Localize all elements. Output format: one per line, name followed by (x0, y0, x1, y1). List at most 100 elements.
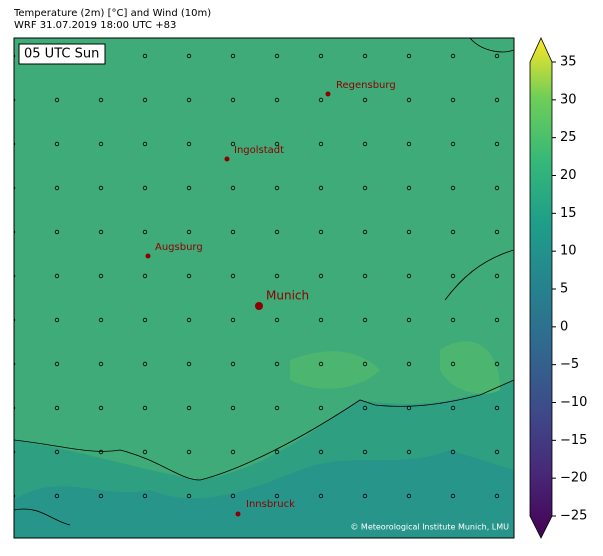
wind-station (54, 317, 60, 323)
city-label: Regensburg (336, 80, 396, 91)
warm-area (440, 341, 500, 394)
wind-station (230, 405, 236, 411)
wind-station (142, 361, 148, 367)
wind-station (14, 54, 16, 58)
tick-label: −5 (560, 357, 579, 372)
wind-station (98, 141, 104, 147)
wind-station (54, 141, 60, 147)
wind-station (494, 449, 500, 455)
wind-station (494, 53, 500, 59)
wind-station (186, 361, 192, 367)
wind-station (450, 317, 456, 323)
wind-station (14, 98, 16, 102)
wind-station (98, 317, 104, 323)
city-label: Ingolstadt (234, 145, 284, 156)
wind-station (142, 493, 148, 499)
wind-station (98, 493, 104, 499)
wind-station (318, 317, 324, 323)
wind-station (230, 97, 236, 103)
wind-station (54, 493, 60, 499)
wind-station (318, 493, 324, 499)
wind-station (142, 449, 148, 455)
wind-station (14, 274, 16, 278)
wind-station (450, 97, 456, 103)
tick-label: 20 (560, 168, 577, 183)
wind-station (362, 97, 368, 103)
wind-station (406, 229, 412, 235)
wind-station (186, 229, 192, 235)
wind-station (54, 405, 60, 411)
border (14, 508, 71, 526)
wind-station (274, 97, 280, 103)
wind-station (54, 185, 60, 191)
wind-station (450, 185, 456, 191)
wind-station (186, 317, 192, 323)
wind-station (98, 449, 104, 455)
wind-station (14, 142, 16, 146)
tick-label: −10 (560, 395, 587, 410)
wind-station (230, 361, 236, 367)
wind-station (318, 97, 324, 103)
wind-station (14, 362, 16, 366)
wind-station (450, 273, 456, 279)
tick-label: −15 (560, 433, 587, 448)
tick-label: −25 (560, 509, 587, 524)
wind-station (54, 449, 60, 455)
wind-station (406, 97, 412, 103)
wind-station (274, 361, 280, 367)
wind-station (98, 97, 104, 103)
wind-station (318, 405, 324, 411)
wind-station (54, 229, 60, 235)
copyright: © Meteorological Institute Munich, LMU (350, 523, 509, 532)
title: Temperature (2m) [°C] and Wind (10m) (13, 8, 211, 19)
wind-station (54, 97, 60, 103)
wind-station (362, 317, 368, 323)
wind-station (142, 317, 148, 323)
tick-label: 5 (560, 282, 568, 297)
wind-station (274, 229, 280, 235)
tick-label: 0 (560, 319, 568, 334)
wind-station (362, 141, 368, 147)
wind-station (406, 53, 412, 59)
wind-station (362, 405, 368, 411)
wind-station (230, 449, 236, 455)
wind-station (450, 53, 456, 59)
wind-station (406, 405, 412, 411)
wind-station (14, 318, 16, 322)
city-label: Innsbruck (246, 499, 295, 510)
wind-station (98, 185, 104, 191)
wind-station (318, 449, 324, 455)
wind-station (406, 317, 412, 323)
wind-station (274, 493, 280, 499)
wind-station (142, 405, 148, 411)
wind-station (318, 141, 324, 147)
city-dot (325, 91, 331, 97)
wind-station (98, 361, 104, 367)
city-label: Munich (266, 289, 309, 303)
wind-station (494, 229, 500, 235)
wind-station (230, 185, 236, 191)
wind-station (362, 493, 368, 499)
wind-station (494, 405, 500, 411)
tick-label: 25 (560, 130, 577, 145)
wind-station (14, 406, 16, 410)
wind-station (406, 141, 412, 147)
wind-station (318, 361, 324, 367)
wind-station (362, 229, 368, 235)
wind-station (274, 53, 280, 59)
wind-station (142, 97, 148, 103)
wind-station (406, 361, 412, 367)
wind-station (142, 273, 148, 279)
wind-station (494, 317, 500, 323)
wind-station (494, 361, 500, 367)
city-dot (145, 253, 151, 259)
wind-station (142, 185, 148, 191)
wind-station (406, 449, 412, 455)
subtitle: WRF 31.07.2019 18:00 UTC +83 (14, 20, 176, 31)
wind-station (450, 493, 456, 499)
wind-station (450, 449, 456, 455)
wind-station (14, 230, 16, 234)
wind-station (406, 185, 412, 191)
map (14, 38, 514, 538)
city-dot (224, 156, 230, 162)
